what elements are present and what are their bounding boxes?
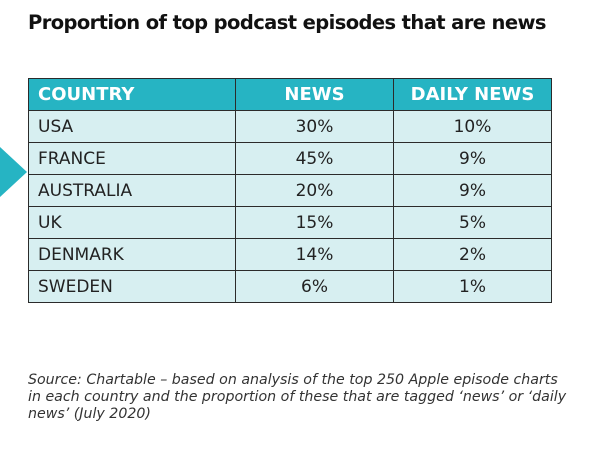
country-cell: USA bbox=[28, 110, 236, 143]
table-header-row: COUNTRY NEWS DAILY NEWS bbox=[28, 78, 552, 111]
news-cell: 20% bbox=[235, 174, 394, 207]
daily-news-cell: 5% bbox=[393, 206, 552, 239]
column-header-country: COUNTRY bbox=[28, 78, 236, 111]
country-cell: AUSTRALIA bbox=[28, 174, 236, 207]
daily-news-cell: 9% bbox=[393, 174, 552, 207]
country-cell: SWEDEN bbox=[28, 270, 236, 303]
daily-news-cell: 10% bbox=[393, 110, 552, 143]
news-cell: 30% bbox=[235, 110, 394, 143]
table-row: SWEDEN 6% 1% bbox=[28, 270, 552, 303]
country-cell: FRANCE bbox=[28, 142, 236, 175]
table-row: USA 30% 10% bbox=[28, 110, 552, 143]
table-row: UK 15% 5% bbox=[28, 206, 552, 239]
column-header-news: NEWS bbox=[235, 78, 394, 111]
row-highlight-arrow-icon bbox=[0, 147, 27, 197]
country-cell: UK bbox=[28, 206, 236, 239]
column-header-daily-news: DAILY NEWS bbox=[393, 78, 552, 111]
news-cell: 6% bbox=[235, 270, 394, 303]
news-cell: 15% bbox=[235, 206, 394, 239]
news-cell: 14% bbox=[235, 238, 394, 271]
table-body: USA 30% 10% FRANCE 45% 9% AUSTRALIA 20% 9% UK 15% 5… bbox=[28, 110, 552, 303]
daily-news-cell: 9% bbox=[393, 142, 552, 175]
table-row: FRANCE 45% 9% bbox=[28, 142, 552, 175]
data-table: COUNTRY NEWS DAILY NEWS USA 30% 10% FRANCE 4… bbox=[28, 78, 552, 303]
table-row: DENMARK 14% 2% bbox=[28, 238, 552, 271]
country-cell: DENMARK bbox=[28, 238, 236, 271]
daily-news-cell: 2% bbox=[393, 238, 552, 271]
source-note: Source: Chartable – based on analysis of… bbox=[28, 372, 567, 422]
table-row: AUSTRALIA 20% 9% bbox=[28, 174, 552, 207]
news-cell: 45% bbox=[235, 142, 394, 175]
daily-news-cell: 1% bbox=[393, 270, 552, 303]
chart-title: Proportion of top podcast episodes that … bbox=[28, 11, 546, 34]
